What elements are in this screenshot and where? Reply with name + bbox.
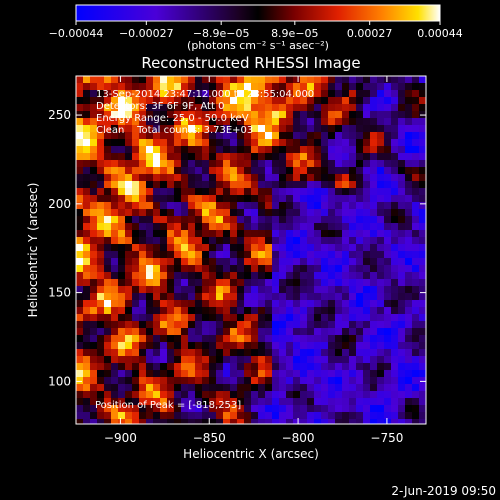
- x-axis-ticks: −900 −850 −800 −750: [104, 76, 403, 445]
- colorbar-tick-label: 0.00044: [417, 27, 463, 40]
- plot-frame: [75, 75, 427, 425]
- annotation-time-range: 13-Sep-2014 23:47:12.000 to 23:55:04.000: [96, 89, 314, 100]
- annotation-clean-counts: Clean Total counts: 3.73E+03: [96, 125, 253, 136]
- colorbar-tick-label: −0.00044: [49, 27, 104, 40]
- colorbar-units-label: (photons cm⁻² s⁻¹ asec⁻²): [187, 39, 329, 52]
- colorbar-ticks: −0.00044 −0.00027 −8.9e−05 8.9e−05 0.00027 0.…: [49, 21, 463, 40]
- y-axis-ticks: 100 150 200 250: [48, 108, 426, 388]
- footer-date: 2-Jun-2019 09:50: [391, 484, 496, 498]
- colorbar-tick-label: −8.9e−05: [193, 27, 250, 40]
- colorbar-tick-label: 0.00027: [347, 27, 393, 40]
- peak-position-label: Position of Peak = [-818,253]: [95, 400, 241, 411]
- x-tick-label: −850: [193, 431, 226, 445]
- annotation-block: 13-Sep-2014 23:47:12.000 to 23:55:04.000…: [96, 89, 314, 136]
- y-tick-label: 250: [48, 108, 71, 122]
- heatmap-cells: [76, 76, 426, 424]
- annotation-energy-range: Energy Range: 25.0 - 50.0 keV: [96, 113, 249, 124]
- x-tick-label: −800: [282, 431, 315, 445]
- x-axis-label: Heliocentric X (arcsec): [183, 447, 319, 461]
- colorbar-tick-label: 8.9e−05: [271, 27, 318, 40]
- x-tick-label: −900: [104, 431, 137, 445]
- chart-title: Reconstructed RHESSI Image: [141, 54, 360, 72]
- y-tick-label: 100: [48, 374, 71, 388]
- annotation-detectors: Detectors: 3F 6F 9F, Att 0: [96, 101, 224, 112]
- y-tick-label: 200: [48, 197, 71, 211]
- y-axis-label: Heliocentric Y (arcsec): [26, 183, 40, 318]
- colorbar-tick-label: −0.00027: [119, 27, 174, 40]
- x-tick-label: −750: [370, 431, 403, 445]
- y-tick-label: 150: [48, 286, 71, 300]
- colorbar: [75, 4, 441, 22]
